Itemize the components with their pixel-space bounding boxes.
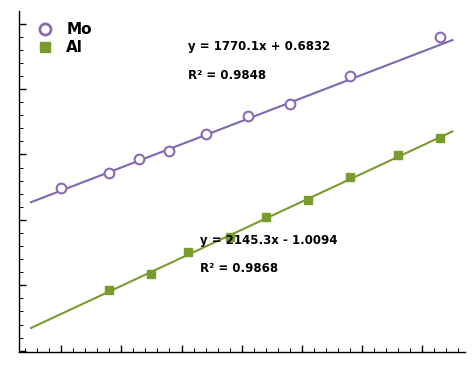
Legend: Mo, Al: Mo, Al — [27, 19, 95, 58]
Text: R² = 0.9868: R² = 0.9868 — [200, 263, 278, 276]
Text: y = 1770.1x + 0.6832: y = 1770.1x + 0.6832 — [188, 40, 330, 53]
Text: y = 2145.3x - 1.0094: y = 2145.3x - 1.0094 — [200, 234, 337, 247]
Text: R² = 0.9848: R² = 0.9848 — [188, 69, 265, 82]
